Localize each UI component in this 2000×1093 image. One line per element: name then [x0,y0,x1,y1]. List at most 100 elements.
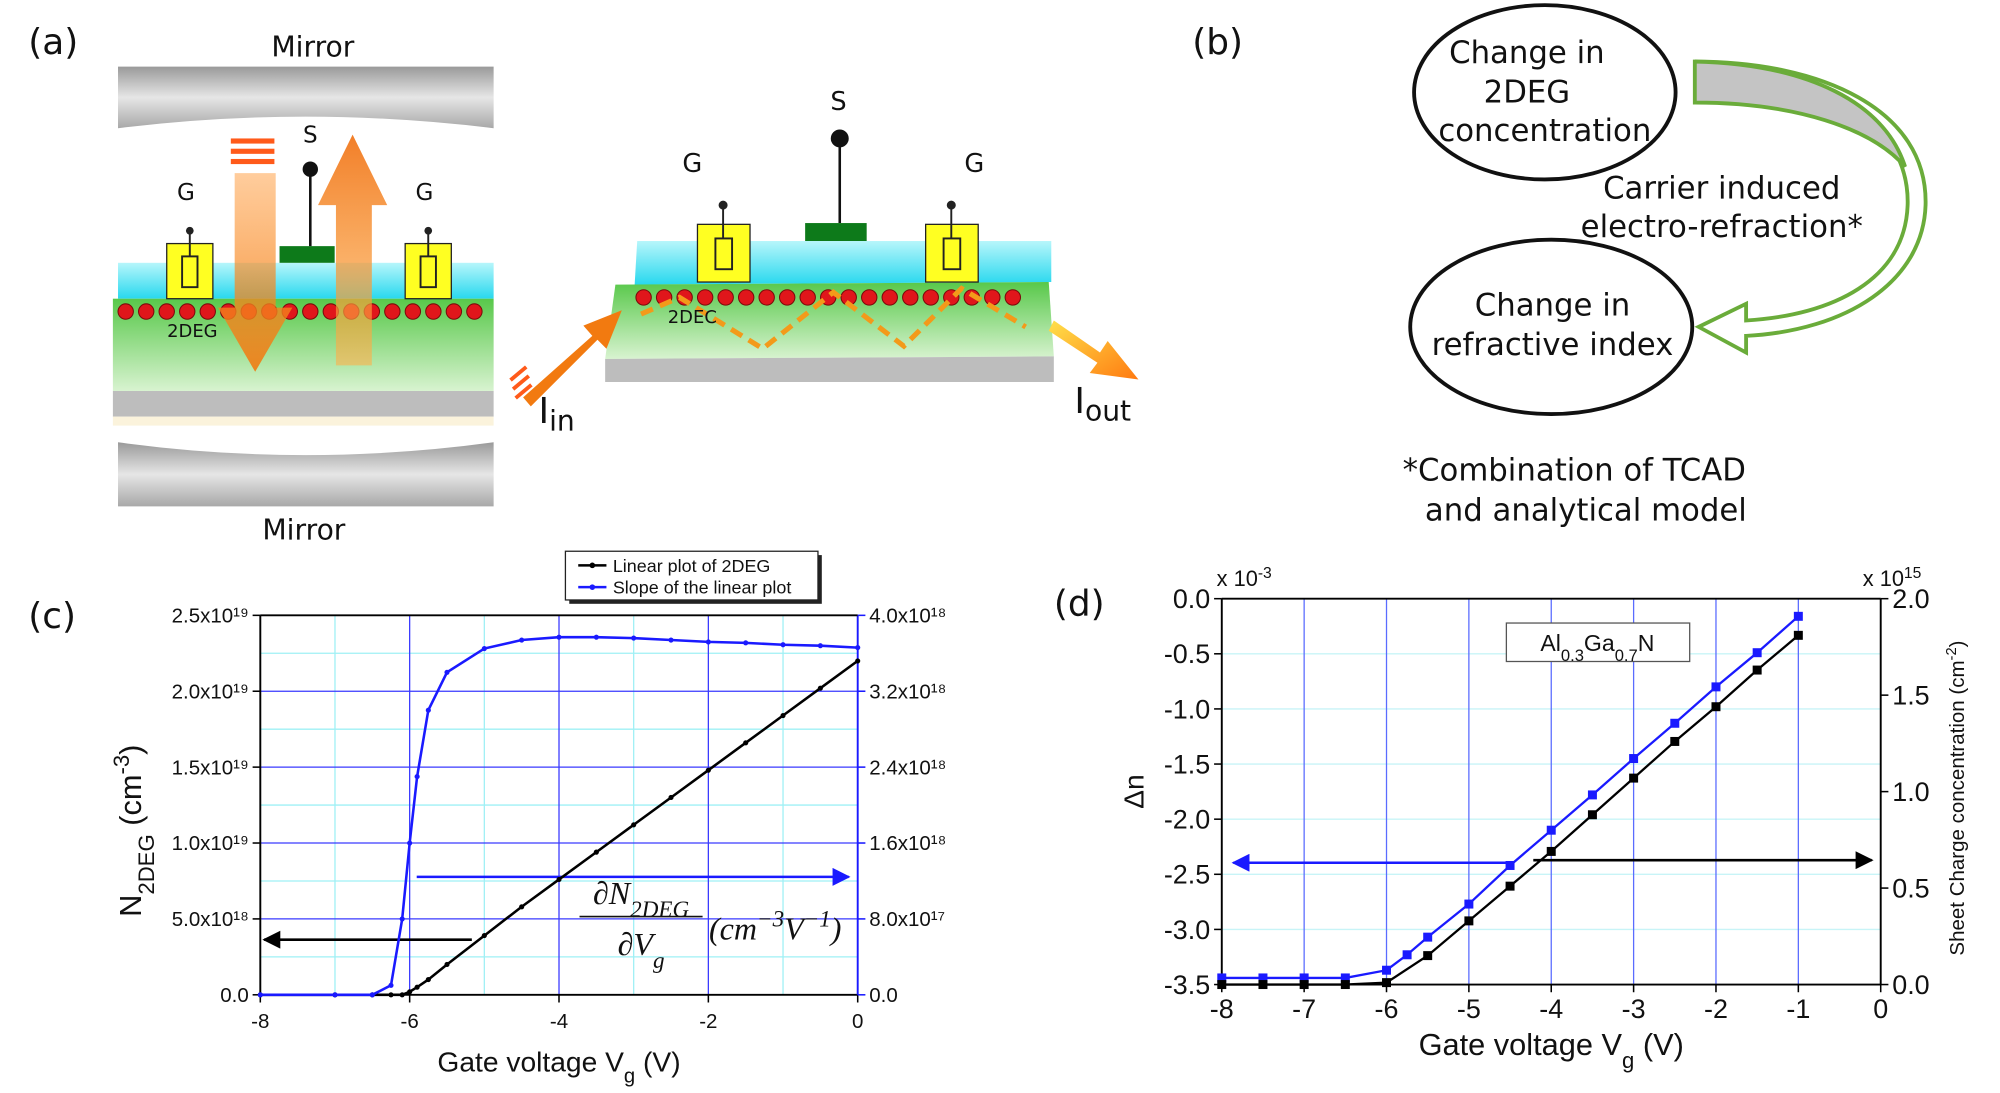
light-pulse [509,365,533,400]
footnote: and analytical model [1425,492,1747,528]
marker [481,933,487,939]
marker [425,977,431,983]
light-pulse [230,138,275,165]
legend-label: Linear plot of 2DEG [613,556,771,576]
marker [668,794,674,801]
x-tick-label: -4 [550,1010,568,1033]
y-tick-label: -1.5 [1164,749,1210,779]
x-tick-label: -1 [1786,994,1810,1024]
node-text: Change in [1475,287,1631,323]
marker [817,643,823,649]
y-tick-label: 5.0x10¹⁸ [172,908,249,931]
y2-multiplier: x 1015 [1863,564,1922,591]
y2-tick-label: 1.0 [1892,777,1929,807]
x-tick-label: -2 [699,1010,717,1033]
marker [399,916,405,922]
marker [705,767,711,773]
series-line [260,635,858,997]
x-axis-label: Gate voltage Vg (V) [437,1046,680,1088]
marker [1793,630,1803,640]
chart-c: (c) -8 -6 -4 -2 0 0.0 5.0x10¹⁸ 1.0x10¹⁹ 1.5x10¹⁹ 2… [28,550,946,1088]
label-part: ∂N [593,875,632,911]
light-arrow [218,173,293,372]
y2-tick-label: 1.6x10¹⁸ [869,832,946,855]
marker [1217,980,1227,990]
y-multiplier: x 10-3 [1217,564,1272,591]
mirror [118,66,494,129]
light-path [640,285,1027,352]
node [1412,3,1678,182]
label-sub: out [1085,394,1131,427]
marker [780,712,786,719]
marker [414,774,420,780]
marker [1402,950,1412,960]
label-part: x 10 [1863,566,1904,591]
label-part: ) [1946,640,1969,647]
marker [1299,980,1309,990]
marker [1505,860,1515,870]
marker [631,822,637,828]
mirror-label: Mirror [262,514,345,547]
label-part: -2 [1944,647,1960,660]
marker [1752,665,1762,675]
label-part: Gate voltage V [437,1046,624,1078]
footnote: *Combination of TCAD [1403,453,1746,489]
legend-label: Slope of the linear plot [613,578,792,598]
node-text: 2DEG [1484,75,1570,111]
label-part: ∂V [618,926,657,962]
source [805,223,867,242]
legend-swatch [589,584,596,590]
marker [414,984,420,990]
legend-box [564,550,819,601]
y-tick-label: -3.5 [1164,970,1210,1000]
label-part: ) [829,911,842,947]
panel-label: (c) [28,596,76,637]
x-tick-label: -7 [1292,994,1316,1024]
label-part: 0.7 [1615,646,1638,665]
marker [668,637,674,643]
marker [388,992,394,998]
marker [481,645,487,652]
marker [817,685,823,691]
marker [780,642,786,648]
flow-arrow [1692,59,1907,168]
arrow-label: Carrier induced [1603,171,1840,207]
marker [1670,718,1680,728]
input-label: Iin [538,391,574,438]
label-part: (V) [635,1046,680,1078]
marker [743,640,749,646]
y2-axis-label: Sheet Charge concentration (cm-2) [1944,640,1969,955]
marker [1258,973,1268,983]
marker [1340,980,1350,990]
gate [166,226,452,300]
x-tick-label: -5 [1457,994,1481,1024]
label-main: I [1074,381,1085,422]
y2-tick-label: 8.0x10¹⁷ [869,908,945,931]
label-part: 2DEG [630,896,689,922]
marker [519,904,525,910]
marker [425,707,431,713]
label-part: Gate voltage V [1419,1027,1623,1062]
label-part: (V) [1634,1027,1684,1062]
x-tick-label: -8 [251,1010,269,1033]
marker [1587,790,1597,800]
panel-label: (b) [1192,22,1243,63]
y2-tick-label: 2.4x10¹⁸ [869,756,946,779]
y-tick-label: -2.5 [1164,860,1210,890]
marker [1258,980,1268,990]
x-axis-label: Gate voltage Vg (V) [1419,1027,1684,1072]
label-part: g [624,1066,635,1088]
y-tick-label: 2.5x10¹⁹ [172,605,249,628]
x-tick-label: -2 [1704,994,1728,1024]
marker [1629,754,1639,764]
y-tick-label: 0.0 [220,984,249,1007]
gate-label: G [177,180,195,206]
marker [705,639,711,645]
mirror [118,442,494,507]
marker [407,840,413,846]
marker [1546,846,1556,856]
substrate [112,390,494,417]
y-tick-label: 1.5x10¹⁹ [172,756,249,779]
marker [519,637,525,643]
